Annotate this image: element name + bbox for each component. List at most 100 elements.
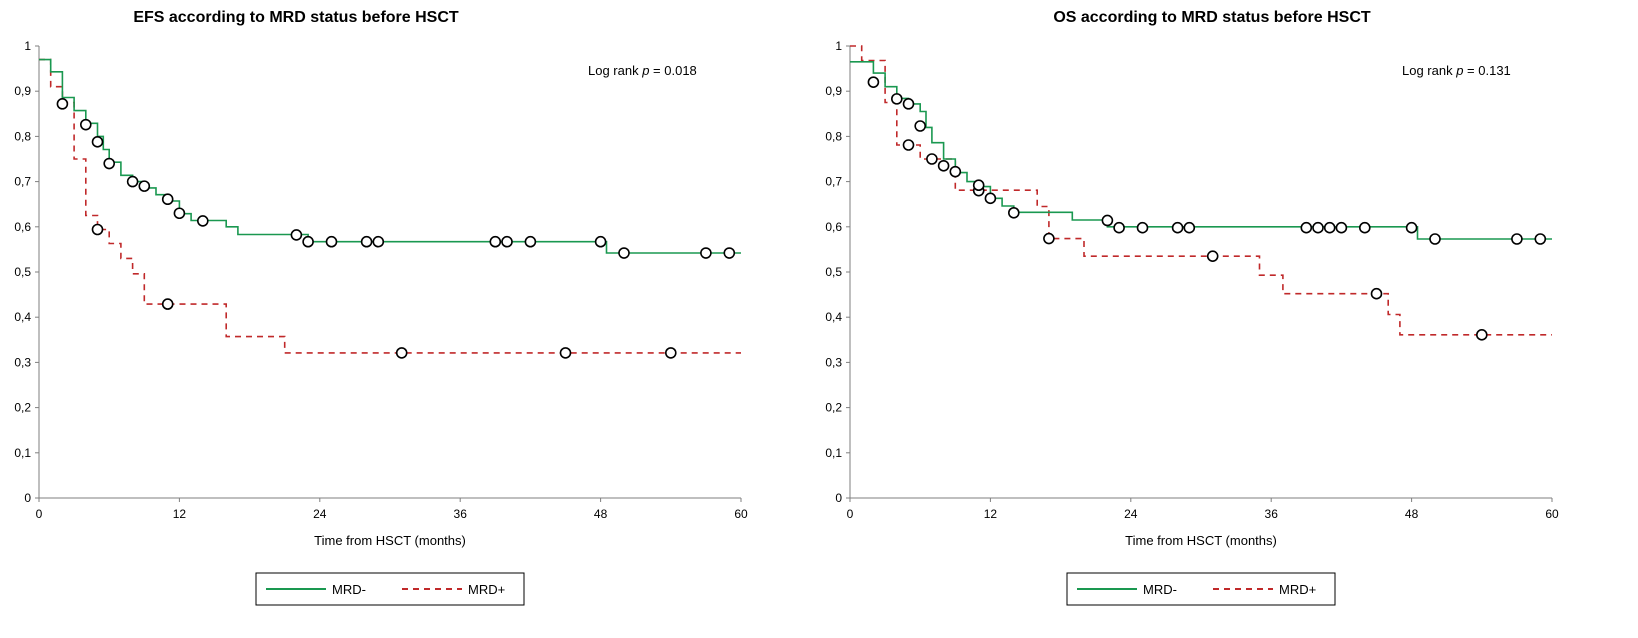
os-mrd-neg-censor-marker (1511, 233, 1523, 245)
efs-mrd-neg-censor-marker (700, 247, 712, 259)
efs-mrd-neg-survival-curve (39, 58, 741, 254)
efs-x-tick-label: 12 (173, 507, 187, 521)
efs-mrd-neg-censor-marker (138, 180, 151, 192)
efs-mrd-neg-censor-marker (161, 193, 174, 206)
efs-mrd-neg-censor-marker (618, 247, 630, 259)
efs-legend-label-mrd-pos: MRD+ (468, 582, 505, 597)
os-mrd-neg-censor-marker (1323, 221, 1336, 234)
os-mrd-neg-censor-marker (1534, 233, 1547, 245)
os-mrd-neg-censor-marker (1113, 221, 1125, 234)
efs-x-tick-label: 48 (594, 507, 608, 521)
efs-y-tick-label: 0,2 (14, 401, 31, 415)
efs-mrd-neg-censor-marker (103, 157, 115, 170)
os-mrd-neg-censor-marker (1007, 206, 1020, 219)
os-mrd-pos-censor-marker (937, 159, 950, 172)
os-y-tick-label: 1 (835, 39, 842, 53)
efs-y-tick-label: 0,5 (14, 265, 31, 279)
os-mrd-neg-censor-marker (1359, 221, 1371, 234)
os-mrd-pos-censor-marker (949, 165, 962, 178)
efs-x-tick-label: 24 (313, 507, 327, 521)
efs-y-tick-label: 1 (24, 39, 31, 53)
os-mrd-neg-censor-marker (914, 120, 927, 132)
os-mrd-neg-censor-marker (867, 76, 880, 88)
os-mrd-pos-censor-marker (1476, 329, 1488, 341)
efs-mrd-pos-censor-marker (664, 347, 677, 359)
os-mrd-neg-survival-curve (850, 61, 1552, 240)
os-mrd-pos-censor-marker (926, 153, 938, 165)
os-mrd-neg-censor-marker (1183, 221, 1196, 234)
os-mrd-neg-censor-marker (1136, 221, 1149, 234)
os-mrd-pos-censor-marker (1043, 232, 1055, 245)
efs-mrd-neg-censor-marker (290, 229, 303, 241)
os-mrd-neg-censor-marker (1335, 221, 1348, 234)
efs-mrd-neg-censor-marker (173, 207, 186, 220)
efs-mrd-neg-censor-marker (489, 235, 502, 248)
os-mrd-pos-censor-marker (902, 139, 915, 151)
efs-y-tick-label: 0 (24, 491, 31, 505)
os-mrd-neg-censor-marker (1171, 221, 1184, 234)
os-y-tick-label: 0,5 (825, 265, 842, 279)
os-mrd-neg-censor-marker (1405, 221, 1418, 234)
os-y-tick-label: 0,1 (825, 446, 842, 460)
os-y-tick-label: 0,9 (825, 84, 842, 98)
os-x-tick-label: 0 (847, 507, 854, 521)
efs-y-tick-label: 0,3 (14, 355, 31, 369)
efs-y-tick-label: 0,4 (14, 310, 31, 324)
os-y-tick-label: 0,7 (825, 175, 842, 189)
os-y-tick-label: 0,6 (825, 220, 842, 234)
efs-mrd-neg-censor-marker (91, 136, 104, 148)
efs-legend-label-mrd-neg: MRD- (332, 582, 366, 597)
efs-log-rank-prefix: Log rank (588, 63, 642, 78)
os-mrd-pos-survival-curve (850, 45, 1552, 336)
os-mrd-neg-censor-marker (984, 192, 997, 205)
os-legend-label-mrd-pos: MRD+ (1279, 582, 1316, 597)
os-mrd-neg-censor-marker (1312, 221, 1324, 234)
os-x-axis-label: Time from HSCT (months) (1125, 533, 1277, 548)
os-x-tick-label: 36 (1265, 507, 1279, 521)
efs-mrd-neg-censor-marker (524, 235, 537, 248)
efs-y-tick-label: 0,6 (14, 220, 31, 234)
os-x-tick-label: 12 (984, 507, 998, 521)
os-mrd-pos-censor-marker (1206, 250, 1219, 262)
os-legend-label-mrd-neg: MRD- (1143, 582, 1177, 597)
efs-mrd-neg-censor-marker (302, 235, 314, 248)
efs-mrd-pos-censor-marker (91, 223, 104, 236)
efs-mrd-neg-censor-marker (723, 247, 736, 259)
efs-mrd-neg-censor-marker (325, 235, 338, 248)
os-mrd-neg-censor-marker (1429, 233, 1441, 245)
efs-log-rank-annotation: Log rank p = 0.018 (588, 63, 697, 78)
efs-x-tick-label: 60 (734, 507, 748, 521)
os-y-tick-label: 0,2 (825, 401, 842, 415)
os-y-tick-label: 0 (835, 491, 842, 505)
efs-y-tick-label: 0,1 (14, 446, 31, 460)
efs-x-axis-label: Time from HSCT (months) (314, 533, 466, 548)
efs-panel: EFS according to MRD status before HSCT … (14, 9, 748, 606)
os-mrd-neg-censor-marker (1101, 214, 1114, 227)
efs-log-rank-value: = 0.018 (649, 63, 696, 78)
os-y-tick-label: 0,8 (825, 129, 842, 143)
efs-x-tick-label: 0 (36, 507, 43, 521)
os-x-tick-label: 60 (1545, 507, 1559, 521)
efs-y-tick-label: 0,8 (14, 129, 31, 143)
os-panel: OS according to MRD status before HSCT T… (825, 9, 1559, 606)
os-x-tick-label: 24 (1124, 507, 1138, 521)
efs-y-tick-label: 0,9 (14, 84, 31, 98)
os-log-rank-annotation: Log rank p = 0.131 (1402, 63, 1511, 78)
efs-mrd-pos-censor-marker (395, 347, 408, 359)
efs-mrd-pos-censor-marker (161, 298, 174, 310)
efs-log-rank-p-symbol: p (641, 63, 649, 78)
os-log-rank-p-symbol: p (1455, 63, 1463, 78)
os-mrd-neg-censor-marker (890, 93, 903, 105)
efs-mrd-neg-censor-marker (80, 118, 92, 131)
efs-mrd-neg-censor-marker (197, 215, 209, 227)
efs-mrd-neg-censor-marker (126, 175, 139, 188)
efs-mrd-neg-censor-marker (501, 235, 513, 248)
os-mrd-neg-censor-marker (1300, 221, 1313, 234)
os-mrd-neg-censor-marker (902, 98, 915, 110)
os-mrd-neg-censor-marker (972, 179, 985, 192)
efs-mrd-neg-censor-marker (372, 235, 385, 248)
os-mrd-pos-censor-marker (1370, 287, 1383, 300)
efs-mrd-pos-censor-marker (559, 347, 572, 359)
os-log-rank-value: = 0.131 (1463, 63, 1510, 78)
